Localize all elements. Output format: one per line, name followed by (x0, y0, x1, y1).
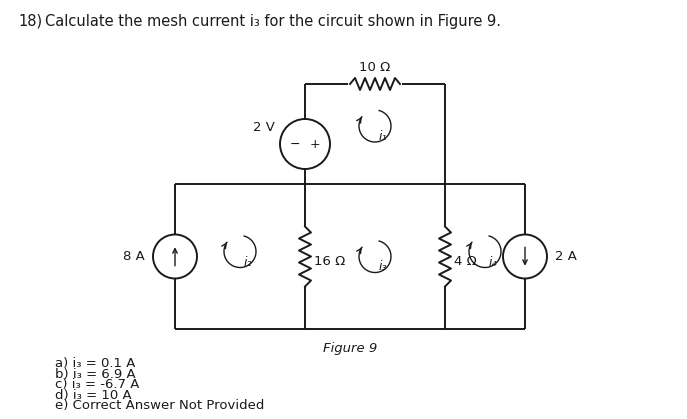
Text: i₄: i₄ (489, 256, 497, 269)
Text: 8 A: 8 A (123, 250, 145, 263)
Text: e) Correct Answer Not Provided: e) Correct Answer Not Provided (55, 399, 264, 412)
Text: 16 Ω: 16 Ω (314, 255, 346, 268)
Text: a) i₃ = 0.1 A: a) i₃ = 0.1 A (55, 357, 135, 370)
Text: 10 Ω: 10 Ω (359, 61, 391, 74)
Text: c) i₃ = -6.7 A: c) i₃ = -6.7 A (55, 378, 139, 391)
Text: −: − (290, 137, 300, 150)
Text: i₃: i₃ (379, 261, 387, 274)
Text: 4 Ω: 4 Ω (454, 255, 477, 268)
Text: d) i₃ = 10 A: d) i₃ = 10 A (55, 388, 132, 401)
Text: Calculate the mesh current i₃ for the circuit shown in Figure 9.: Calculate the mesh current i₃ for the ci… (45, 14, 501, 29)
Text: Figure 9: Figure 9 (323, 342, 377, 355)
Text: i₁: i₁ (379, 130, 387, 143)
Text: i₂: i₂ (244, 256, 253, 269)
Text: b) i₃ = 6.9 A: b) i₃ = 6.9 A (55, 367, 135, 380)
Text: 18): 18) (18, 14, 42, 29)
Text: +: + (310, 137, 320, 150)
Text: 2 A: 2 A (555, 250, 577, 263)
Text: 2 V: 2 V (253, 121, 275, 134)
